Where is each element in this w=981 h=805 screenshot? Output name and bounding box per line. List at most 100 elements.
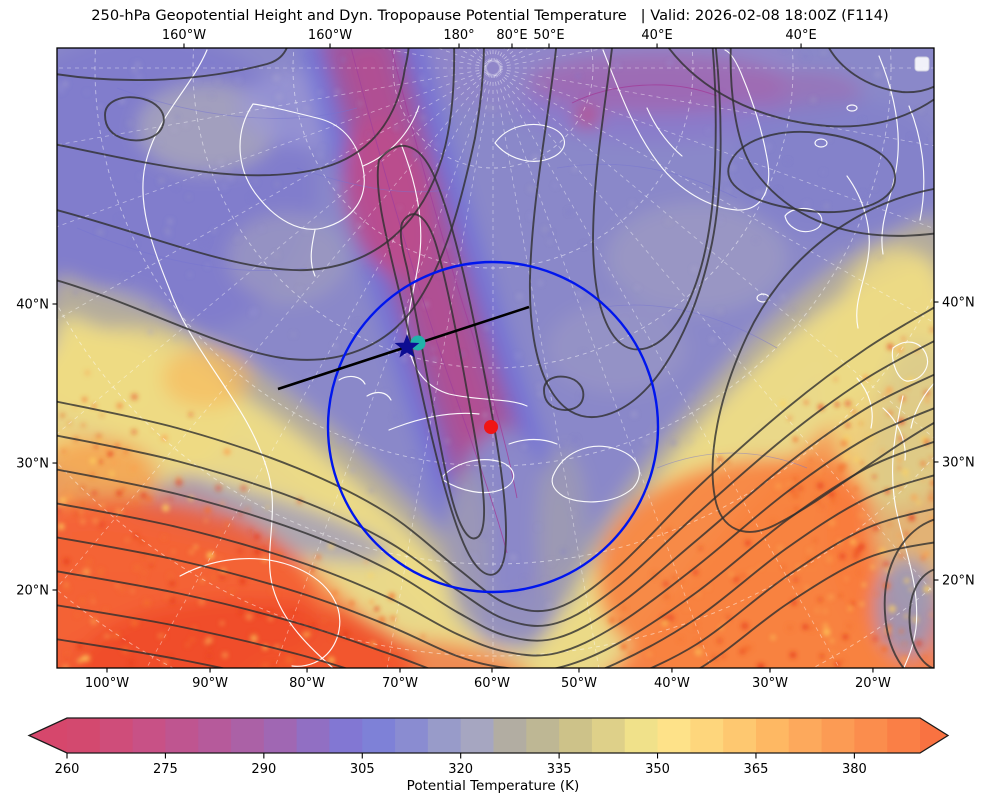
meridian-ray <box>495 72 840 668</box>
latitude-circle <box>94 48 892 467</box>
coastline <box>142 49 334 668</box>
coastline <box>846 55 925 329</box>
page-title: 250-hPa Geopotential Height and Dyn. Tro… <box>91 7 888 24</box>
height-contour <box>908 568 934 668</box>
coastline <box>508 438 558 445</box>
colorbar-tick-label: 380 <box>842 762 867 777</box>
coastline <box>442 459 515 494</box>
theta-edge <box>556 163 738 199</box>
bottom-tick-label: 70°W <box>382 676 418 691</box>
meridian-ray <box>497 70 934 324</box>
left-tick-label: 40°N <box>16 297 49 312</box>
colorbar-segment <box>526 718 560 753</box>
top-tick-label: 160°W <box>308 28 352 43</box>
colorbar-tick-label: 335 <box>547 762 572 777</box>
left-tick-label: 30°N <box>16 457 49 472</box>
coastline <box>551 445 640 503</box>
colorbar-segment <box>427 718 462 753</box>
theta-edge <box>76 227 308 271</box>
bottom-tick-label: 80°W <box>289 676 325 691</box>
colorbar-segment <box>460 718 495 753</box>
colorbar-segment <box>132 718 167 753</box>
meridian-ray <box>274 73 492 668</box>
colorbar-tick-label: 320 <box>448 762 473 777</box>
colorbar-tick-label: 305 <box>350 762 375 777</box>
coastline <box>179 557 341 667</box>
colorbar-tick-label: 290 <box>251 762 276 777</box>
height-contour <box>57 306 934 613</box>
height-contour <box>57 507 934 668</box>
theta-edge <box>596 304 778 349</box>
bottom-tick-label: 30°W <box>752 676 788 691</box>
bottom-tick-label: 100°W <box>85 676 129 691</box>
axis-ticks: 160°W 160°W 180° 80°E 50°E 40°E 40°E 100°W 90°W 8… <box>16 28 975 691</box>
meridian-ray <box>498 68 934 147</box>
left-tick-label: 20°N <box>16 584 49 599</box>
right-tick-label: 40°N <box>942 296 975 311</box>
meridian-ray <box>57 68 488 146</box>
height-contour <box>399 213 486 540</box>
colorbar-segment <box>362 718 396 753</box>
colorbar-tick-label: 275 <box>153 762 178 777</box>
meridian-ray <box>493 73 600 668</box>
top-tick-label: 160°W <box>162 28 206 43</box>
height-contour <box>57 373 934 642</box>
bottom-tick-label: 60°W <box>474 676 510 691</box>
top-tick-label: 80°E <box>496 28 527 43</box>
bottom-tick-label: 50°W <box>561 676 597 691</box>
coastline <box>239 103 365 277</box>
colorbar-segment <box>296 718 331 753</box>
colorbar-segment <box>657 718 691 753</box>
colorbar-segment <box>559 718 593 753</box>
height-contour <box>727 130 896 214</box>
right-tick-label: 20°N <box>942 574 975 589</box>
theta-edge-purple <box>350 48 508 554</box>
meridian-ray <box>494 73 712 668</box>
theta-shading <box>57 48 934 668</box>
latitude-circle <box>392 48 594 169</box>
colorbar-segment <box>690 718 724 753</box>
colorbar-segment <box>493 718 527 753</box>
map-border <box>56 47 935 669</box>
bottom-tick-label: 40°W <box>654 676 690 691</box>
meridian-ray <box>57 71 489 435</box>
coastline <box>494 123 565 162</box>
colorbar-segment <box>591 718 626 753</box>
annotations <box>277 260 660 594</box>
theta-edge-purple <box>571 84 718 104</box>
height-contour <box>104 96 165 142</box>
meridian-ray <box>497 71 934 439</box>
top-tick-label: 50°E <box>533 28 564 43</box>
colorbar-segment <box>624 718 659 753</box>
colorbar-tick-label: 260 <box>55 762 80 777</box>
meridian-ray <box>146 72 491 668</box>
geopotential-height-contours <box>57 48 934 668</box>
height-contour <box>711 188 934 533</box>
latitude-circle <box>0 0 981 564</box>
latitude-circle <box>484 59 502 77</box>
meridian-ray <box>496 72 934 595</box>
map-corner-badge <box>914 56 930 72</box>
bottom-tick-label: 90°W <box>192 676 228 691</box>
theta-edge <box>116 87 358 119</box>
height-contour <box>667 48 934 128</box>
colorbar-segment <box>723 718 757 753</box>
colorbar-extend-right <box>920 718 948 753</box>
latitude-circle <box>0 0 981 656</box>
colorbar-segment <box>231 718 265 753</box>
height-contour <box>729 48 934 237</box>
colorbar-segment <box>67 718 101 753</box>
height-contour <box>543 375 585 411</box>
cyclone-star-marker <box>394 334 420 358</box>
meridian-ray <box>386 73 493 668</box>
height-contour <box>57 48 456 272</box>
height-contour <box>883 518 934 668</box>
colorbar-segment <box>198 718 232 753</box>
colorbar-segment <box>263 718 298 753</box>
colorbar-segment <box>821 718 855 753</box>
colorbar-segment <box>788 718 823 753</box>
colorbar-segment <box>165 718 199 753</box>
colorbar-label: Potential Temperature (K) <box>407 778 580 794</box>
colorbar-segment <box>329 718 363 753</box>
